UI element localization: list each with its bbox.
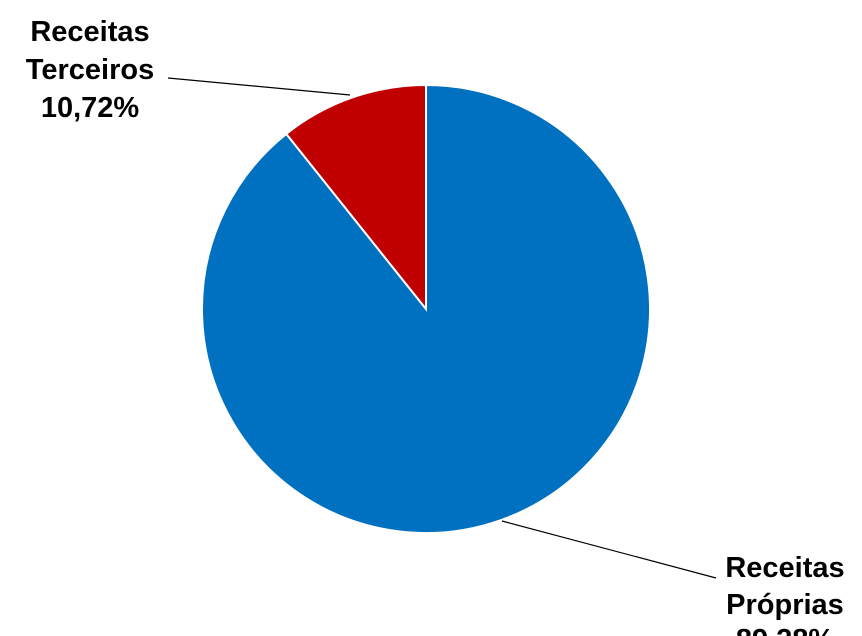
label-line2: Próprias	[726, 589, 844, 621]
data-label-receitas-proprias: Receitas Próprias 89,28%	[725, 552, 844, 636]
pie-slice-receitas-terceiros	[284, 83, 427, 312]
pie-slice-receitas-proprias	[201, 83, 651, 534]
pie-slices	[201, 83, 651, 534]
label-line1: Receitas	[30, 16, 149, 48]
data-label-receitas-terceiros: Receitas Terceiros 10,72%	[26, 16, 154, 124]
label-percent: 89,28%	[736, 624, 835, 636]
leader-line-receitas-proprias	[501, 520, 717, 579]
label-line2: Terceiros	[26, 54, 154, 86]
label-line1: Receitas	[725, 552, 844, 584]
leader-line-receitas-terceiros	[167, 77, 351, 96]
label-percent: 10,72%	[41, 92, 140, 124]
